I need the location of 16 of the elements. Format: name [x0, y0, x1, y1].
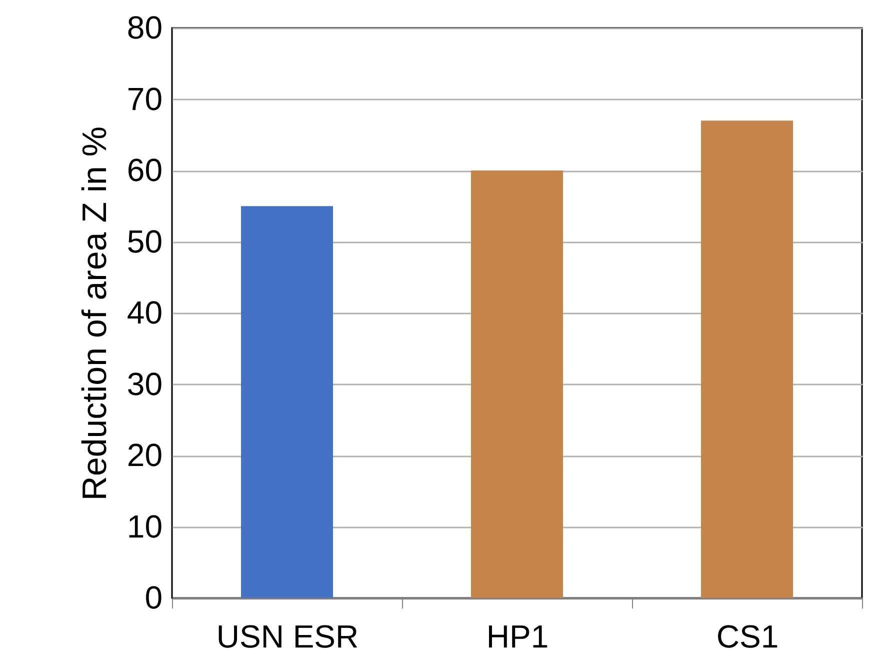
y-tick-label: 50 [126, 223, 162, 260]
y-axis-title: Reduction of area Z in % [76, 126, 114, 501]
bar [241, 206, 333, 598]
x-tick-label: CS1 [716, 618, 779, 654]
y-tick-label: 40 [126, 294, 162, 330]
y-tick-label: 70 [126, 80, 162, 117]
y-tick-label: 20 [126, 437, 162, 473]
y-tick-label: 30 [126, 366, 162, 402]
bar [701, 120, 793, 598]
y-tick-label: 0 [144, 580, 162, 616]
y-tick-label: 10 [126, 508, 162, 544]
y-tick-label: 60 [126, 152, 162, 188]
x-tick-label: USN ESR [216, 618, 359, 654]
x-tick-label: HP1 [486, 618, 549, 654]
bar [471, 170, 563, 598]
y-tick-label: 80 [126, 10, 162, 46]
